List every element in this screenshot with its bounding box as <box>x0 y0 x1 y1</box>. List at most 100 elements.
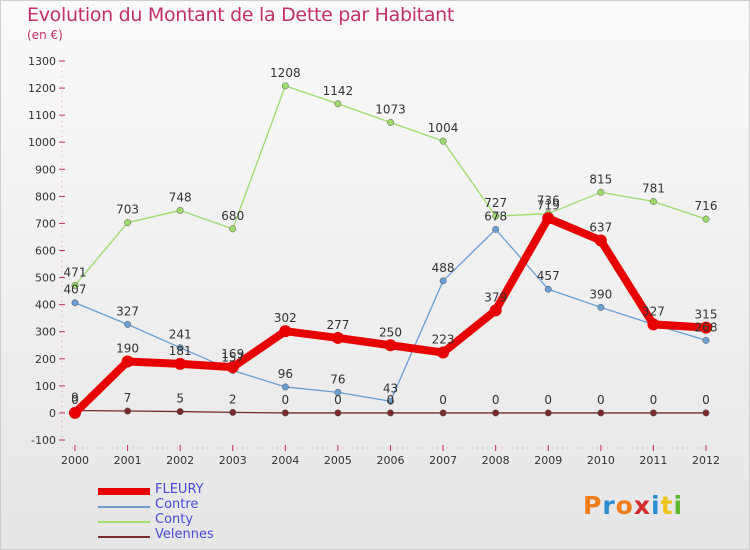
data-label-conty: 1142 <box>323 84 354 98</box>
data-label-velennes: 7 <box>124 391 132 405</box>
point-contre <box>597 303 605 311</box>
x-tick-label: 2012 <box>692 454 720 467</box>
x-tick-label: 2005 <box>324 454 352 467</box>
data-label-contre: 96 <box>278 367 293 381</box>
data-label-conty: 1208 <box>270 66 301 80</box>
data-label-conty: 736 <box>537 194 560 208</box>
point-velennes <box>387 409 394 417</box>
x-tick-label: 2002 <box>166 454 194 467</box>
x-tick-label: 2010 <box>587 454 615 467</box>
point-contre <box>124 320 132 328</box>
point-velennes <box>229 408 237 416</box>
point-conty <box>281 82 289 90</box>
y-tick-label: 700 <box>35 217 56 230</box>
data-label-velennes: 0 <box>597 393 605 407</box>
y-tick-label: 0 <box>49 407 56 420</box>
legend-label-velennes: Velennes <box>155 527 214 542</box>
logo-letter: r <box>602 491 616 520</box>
data-label-conty: 815 <box>589 172 612 186</box>
point-fleury <box>384 339 397 352</box>
data-label-velennes: 0 <box>492 393 500 407</box>
y-tick-label: -100 <box>31 434 56 447</box>
point-conty <box>702 215 710 223</box>
point-contre <box>702 336 710 344</box>
y-tick-label: 1200 <box>28 82 56 95</box>
logo-letter: x <box>633 491 651 520</box>
data-label-contre: 390 <box>589 287 612 301</box>
point-fleury <box>69 406 81 419</box>
point-fleury <box>594 234 607 247</box>
point-conty <box>649 198 657 205</box>
y-tick-label: 100 <box>35 380 56 393</box>
data-label-fleury: 0 <box>71 393 79 407</box>
legend: FLEURY Contre Conty Velennes <box>98 482 298 544</box>
logo-letter: i <box>651 491 661 520</box>
y-tick-label: 200 <box>35 353 56 366</box>
data-label-contre: 488 <box>432 261 455 275</box>
point-velennes <box>439 409 447 417</box>
data-label-fleury: 379 <box>484 290 507 304</box>
proxiti-logo: Proxiti <box>583 491 683 520</box>
legend-swatch-velennes <box>98 536 150 538</box>
legend-label-fleury: FLEURY <box>155 482 204 497</box>
legend-swatch-contre <box>98 506 150 508</box>
y-tick-label: 900 <box>35 163 56 176</box>
point-contre <box>387 397 394 405</box>
data-label-velennes: 5 <box>176 392 184 406</box>
data-label-fleury: 637 <box>589 220 612 234</box>
legend-label-conty: Conty <box>155 512 194 527</box>
data-label-conty: 471 <box>64 265 87 279</box>
y-tick-label: 300 <box>35 326 56 339</box>
point-fleury <box>700 321 712 334</box>
y-tick-label: 600 <box>35 245 56 258</box>
point-contre <box>176 344 184 352</box>
point-conty <box>439 137 447 145</box>
data-label-conty: 703 <box>116 203 139 217</box>
data-label-contre: 268 <box>695 320 718 334</box>
data-label-velennes: 0 <box>650 393 658 407</box>
point-velennes <box>176 408 184 416</box>
point-velennes <box>492 409 500 417</box>
data-label-fleury: 719 <box>537 198 560 212</box>
logo-letter: t <box>660 491 674 520</box>
data-label-conty: 748 <box>169 190 192 204</box>
data-label-fleury: 250 <box>379 325 402 339</box>
point-fleury <box>121 355 134 368</box>
x-tick-label: 2006 <box>377 454 405 467</box>
logo-letter: P <box>583 491 603 520</box>
y-tick-label: 1300 <box>28 55 56 68</box>
x-tick-label: 2009 <box>534 454 562 467</box>
point-fleury <box>279 325 292 338</box>
point-contre <box>544 285 552 293</box>
data-label-fleury: 277 <box>326 318 349 332</box>
data-label-contre: 457 <box>537 269 560 283</box>
point-conty <box>71 281 79 289</box>
point-conty <box>176 206 184 214</box>
data-label-fleury: 223 <box>432 333 455 347</box>
data-label-contre: 76 <box>330 372 345 386</box>
data-label-fleury: 190 <box>116 341 139 355</box>
point-velennes <box>702 409 710 417</box>
x-tick-label: 2000 <box>61 454 89 467</box>
y-tick-label: 500 <box>35 272 56 285</box>
point-conty <box>597 188 605 196</box>
point-velennes <box>281 409 289 417</box>
legend-swatch-fleury <box>98 488 150 495</box>
point-fleury <box>174 357 187 370</box>
data-label-fleury: 302 <box>274 311 297 325</box>
point-contre <box>439 277 447 285</box>
point-contre <box>492 225 500 233</box>
data-label-fleury: 327 <box>642 304 665 318</box>
point-fleury <box>331 331 344 344</box>
logo-letter: o <box>615 491 634 520</box>
y-tick-label: 1000 <box>28 136 56 149</box>
legend-item-contre: Contre <box>98 497 298 514</box>
x-tick-label: 2011 <box>639 454 667 467</box>
point-conty <box>387 119 394 126</box>
chart-title: Evolution du Montant de la Dette par Hab… <box>27 4 455 26</box>
point-velennes <box>597 409 605 417</box>
y-tick-label: 1100 <box>28 109 56 122</box>
data-label-velennes: 0 <box>439 393 447 407</box>
data-label-fleury: 315 <box>695 308 718 322</box>
y-tick-label: 400 <box>35 299 56 312</box>
